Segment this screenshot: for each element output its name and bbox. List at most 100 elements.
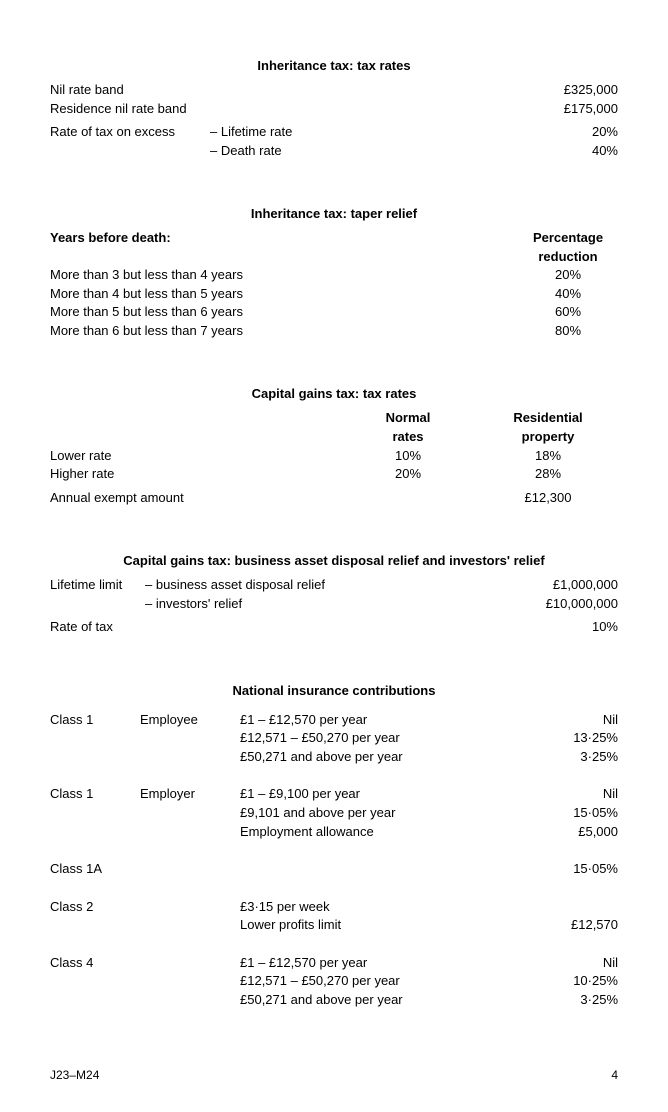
cgt-lower-res: 18% — [478, 447, 618, 465]
investors-val: £10,000,000 — [498, 595, 618, 613]
nic-c4-val0: Nil — [528, 954, 618, 972]
nic-c1-empr-band1: £9,101 and above per year — [240, 804, 528, 822]
cgt-higher-res: 28% — [478, 465, 618, 483]
nic-c1-empr-band2: Employment allowance — [240, 823, 528, 841]
percentage-label-1: Percentage — [518, 229, 618, 247]
lifetime-val: 20% — [518, 123, 618, 141]
nic-c4-row2: £50,271 and above per year 3·25% — [50, 991, 618, 1009]
investors-sub: – investors' relief — [145, 595, 498, 613]
nic-c2-val1: £12,570 — [528, 916, 618, 934]
percentage-label-2: reduction — [518, 248, 618, 266]
nil-band-val: £325,000 — [518, 81, 618, 99]
taper-val-3: 80% — [518, 322, 618, 340]
badr-row: Lifetime limit – business asset disposal… — [50, 576, 618, 594]
nic-c1-emp-band1: £12,571 – £50,270 per year — [240, 729, 528, 747]
cgt-higher-normal: 20% — [338, 465, 478, 483]
nic-c4-val2: 3·25% — [528, 991, 618, 1009]
footer-right: 4 — [611, 1068, 618, 1082]
nil-band-row: Nil rate band £325,000 — [50, 81, 618, 99]
taper-label-1: More than 4 but less than 5 years — [50, 285, 518, 303]
rate-of-tax-label: Rate of tax — [50, 618, 498, 636]
taper-label-0: More than 3 but less than 4 years — [50, 266, 518, 284]
nic-c1-emp-band0: £1 – £12,570 per year — [240, 711, 528, 729]
footer-left: J23–M24 — [50, 1068, 99, 1082]
badr-val: £1,000,000 — [498, 576, 618, 594]
nic-c1-empr-who: Employer — [140, 785, 240, 803]
taper-header2: reduction — [50, 248, 618, 266]
nic-c4-band1: £12,571 – £50,270 per year — [240, 972, 528, 990]
nic-c1-empr-val0: Nil — [528, 785, 618, 803]
residence-row: Residence nil rate band £175,000 — [50, 100, 618, 118]
years-before-death-label: Years before death: — [50, 229, 518, 247]
nic-c1-empr-val1: 15·05% — [528, 804, 618, 822]
cgt-higher-row: Higher rate 20% 28% — [50, 465, 618, 483]
nic-c2-class: Class 2 — [50, 898, 140, 916]
nic-c1-empr-row1: £9,101 and above per year 15·05% — [50, 804, 618, 822]
nic-c1-emp-class: Class 1 — [50, 711, 140, 729]
rate-of-tax-val: 10% — [498, 618, 618, 636]
nic-c2-row0: Class 2 £3·15 per week — [50, 898, 618, 916]
cgt-annual-val: £12,300 — [478, 489, 618, 507]
nic-c4-band0: £1 – £12,570 per year — [240, 954, 528, 972]
nic-c4-band2: £50,271 and above per year — [240, 991, 528, 1009]
cgt-annual-label: Annual exempt amount — [50, 489, 338, 507]
nic-title: National insurance contributions — [50, 683, 618, 698]
nic-c1-empr-val2: £5,000 — [528, 823, 618, 841]
cgt-annual-row: Annual exempt amount £12,300 — [50, 489, 618, 507]
iht-rates-title: Inheritance tax: tax rates — [50, 58, 618, 73]
cgt-header-row1: Normal Residential — [50, 409, 618, 427]
cgt-h-property: property — [478, 428, 618, 446]
cgt-header-row2: rates property — [50, 428, 618, 446]
death-val: 40% — [518, 142, 618, 160]
taper-row-3: More than 6 but less than 7 years 80% — [50, 322, 618, 340]
rate-of-tax-row: Rate of tax 10% — [50, 618, 618, 636]
nic-c1-emp-val2: 3·25% — [528, 748, 618, 766]
lifetime-limit-label: Lifetime limit — [50, 576, 145, 594]
residence-val: £175,000 — [518, 100, 618, 118]
taper-val-0: 20% — [518, 266, 618, 284]
nic-c1-empr-row2: Employment allowance £5,000 — [50, 823, 618, 841]
page-footer: J23–M24 4 — [50, 1068, 618, 1082]
nic-c1-emp-who: Employee — [140, 711, 240, 729]
nic-c1-emp-row2: £50,271 and above per year 3·25% — [50, 748, 618, 766]
nic-c1-empr-band0: £1 – £9,100 per year — [240, 785, 528, 803]
death-sub: – Death rate — [210, 142, 518, 160]
taper-label-2: More than 5 but less than 6 years — [50, 303, 518, 321]
residence-label: Residence nil rate band — [50, 100, 518, 118]
taper-row-1: More than 4 but less than 5 years 40% — [50, 285, 618, 303]
cgt-lower-row: Lower rate 10% 18% — [50, 447, 618, 465]
lifetime-sub: – Lifetime rate — [210, 123, 518, 141]
nic-c4-class: Class 4 — [50, 954, 140, 972]
investors-row: – investors' relief £10,000,000 — [50, 595, 618, 613]
nic-c1-emp-val0: Nil — [528, 711, 618, 729]
lifetime-rate-row: Rate of tax on excess – Lifetime rate 20… — [50, 123, 618, 141]
cgt-lower-label: Lower rate — [50, 447, 338, 465]
nic-c4-row0: Class 4 £1 – £12,570 per year Nil — [50, 954, 618, 972]
nil-band-label: Nil rate band — [50, 81, 518, 99]
nic-c2-band0: £3·15 per week — [240, 898, 528, 916]
nic-c1-emp-row1: £12,571 – £50,270 per year 13·25% — [50, 729, 618, 747]
nic-c1a-val: 15·05% — [528, 860, 618, 878]
taper-header: Years before death: Percentage — [50, 229, 618, 247]
nic-c1a-class: Class 1A — [50, 860, 140, 878]
taper-label-3: More than 6 but less than 7 years — [50, 322, 518, 340]
nic-c4-row1: £12,571 – £50,270 per year 10·25% — [50, 972, 618, 990]
cgt-lower-normal: 10% — [338, 447, 478, 465]
nic-c1-emp-val1: 13·25% — [528, 729, 618, 747]
nic-c1-empr-class: Class 1 — [50, 785, 140, 803]
nic-c4-val1: 10·25% — [528, 972, 618, 990]
taper-val-1: 40% — [518, 285, 618, 303]
cgt-h-rates: rates — [338, 428, 478, 446]
badr-sub: – business asset disposal relief — [145, 576, 498, 594]
taper-row-0: More than 3 but less than 4 years 20% — [50, 266, 618, 284]
nic-c1-emp-row0: Class 1 Employee £1 – £12,570 per year N… — [50, 711, 618, 729]
nic-c2-val0 — [528, 898, 618, 916]
nic-c1-empr-row0: Class 1 Employer £1 – £9,100 per year Ni… — [50, 785, 618, 803]
taper-val-2: 60% — [518, 303, 618, 321]
taper-row-2: More than 5 but less than 6 years 60% — [50, 303, 618, 321]
death-rate-row: – Death rate 40% — [50, 142, 618, 160]
nic-c1a-row: Class 1A 15·05% — [50, 860, 618, 878]
nic-c2-band1: Lower profits limit — [240, 916, 528, 934]
cgt-h-residential: Residential — [478, 409, 618, 427]
cgt-higher-label: Higher rate — [50, 465, 338, 483]
